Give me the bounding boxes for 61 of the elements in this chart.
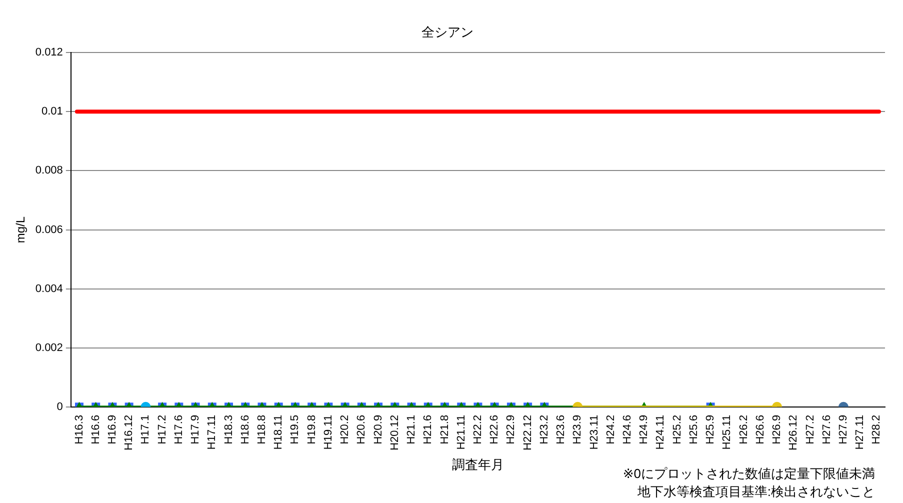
x-tick-label: H21.6 (422, 414, 434, 444)
x-tick-label: H20.9 (372, 414, 384, 444)
x-tick-label: H17.2 (156, 414, 168, 444)
x-tick-label: H21.11 (455, 414, 468, 450)
x-tick-label: H16.12 (123, 414, 136, 450)
x-tick-label: H20.2 (339, 414, 352, 444)
x-tick-label: H28.2 (870, 414, 883, 444)
x-tick-label: H19.8 (306, 414, 318, 444)
x-tick-label: H23.2 (538, 414, 550, 444)
x-tick-label: H26.9 (771, 414, 784, 444)
x-tick-label: H26.2 (738, 414, 750, 444)
x-tick-label: H25.9 (704, 414, 717, 444)
x-tick-label: H27.2 (804, 414, 816, 444)
x-tick-label: H24.9 (638, 414, 650, 444)
x-tick-label: H21.1 (406, 414, 418, 444)
y-tick-label: 0.008 (35, 164, 63, 177)
x-tick-label: H22.9 (505, 414, 518, 444)
y-tick-label: 0.012 (35, 46, 63, 59)
x-tick-label: H24.2 (604, 414, 617, 444)
y-tick-label: 0.002 (35, 342, 63, 354)
x-tick-label: H18.8 (256, 414, 268, 444)
x-tick-label: H21.8 (438, 414, 451, 444)
x-tick-label: H23.6 (555, 414, 568, 444)
text: ※0にプロットされた数値は定量下限値未満 (622, 466, 875, 482)
x-tick-label: H25.2 (671, 414, 684, 444)
x-tick-label: H17.6 (172, 414, 185, 444)
x-tick-label: H23.9 (572, 414, 584, 444)
x-tick-label: H22.6 (488, 414, 501, 444)
x-tick-label: H24.11 (654, 414, 667, 450)
x-tick-label: H16.3 (73, 414, 86, 444)
x-tick-label: H22.2 (472, 414, 484, 444)
x-tick-label: H27.6 (820, 414, 833, 444)
x-tick-label: H16.9 (106, 414, 118, 444)
x-tick-label: H25.6 (688, 414, 700, 444)
y-tick-label: 0.01 (42, 106, 63, 118)
x-tick-label: H22.12 (522, 414, 534, 450)
x-tick-label: H18.3 (222, 414, 235, 444)
y-tick-label: 0.004 (35, 282, 63, 295)
x-tick-label: H24.6 (622, 414, 634, 444)
y-axis-title: mg/L (14, 216, 28, 244)
y-tick-label: 0.006 (35, 224, 63, 236)
x-tick-label: H20.6 (356, 414, 368, 444)
x-tick-label: H19.11 (322, 414, 334, 450)
x-tick-label: H20.12 (388, 414, 401, 450)
x-tick-label: H26.6 (754, 414, 766, 444)
text: 地下水等検査項目基準:検出されないこと (636, 484, 875, 500)
x-tick-label: H17.1 (140, 414, 152, 444)
x-tick-label: H17.11 (206, 414, 218, 450)
y-tick-label: 0 (56, 400, 63, 413)
x-tick-label: H16.6 (90, 414, 102, 444)
chart-title: 全シアン (422, 24, 474, 40)
x-tick-label: H18.11 (272, 414, 285, 450)
x-tick-label: H23.11 (588, 414, 600, 450)
x-axis-title: 調査年月 (452, 456, 504, 472)
x-tick-label: H27.11 (854, 414, 866, 450)
x-tick-label: H17.9 (190, 414, 202, 444)
x-tick-label: H27.9 (837, 414, 850, 444)
x-tick-label: H18.6 (239, 414, 252, 444)
x-tick-label: H26.12 (788, 414, 800, 450)
x-tick-label: H25.11 (721, 414, 734, 450)
x-tick-label: H19.5 (289, 414, 302, 444)
